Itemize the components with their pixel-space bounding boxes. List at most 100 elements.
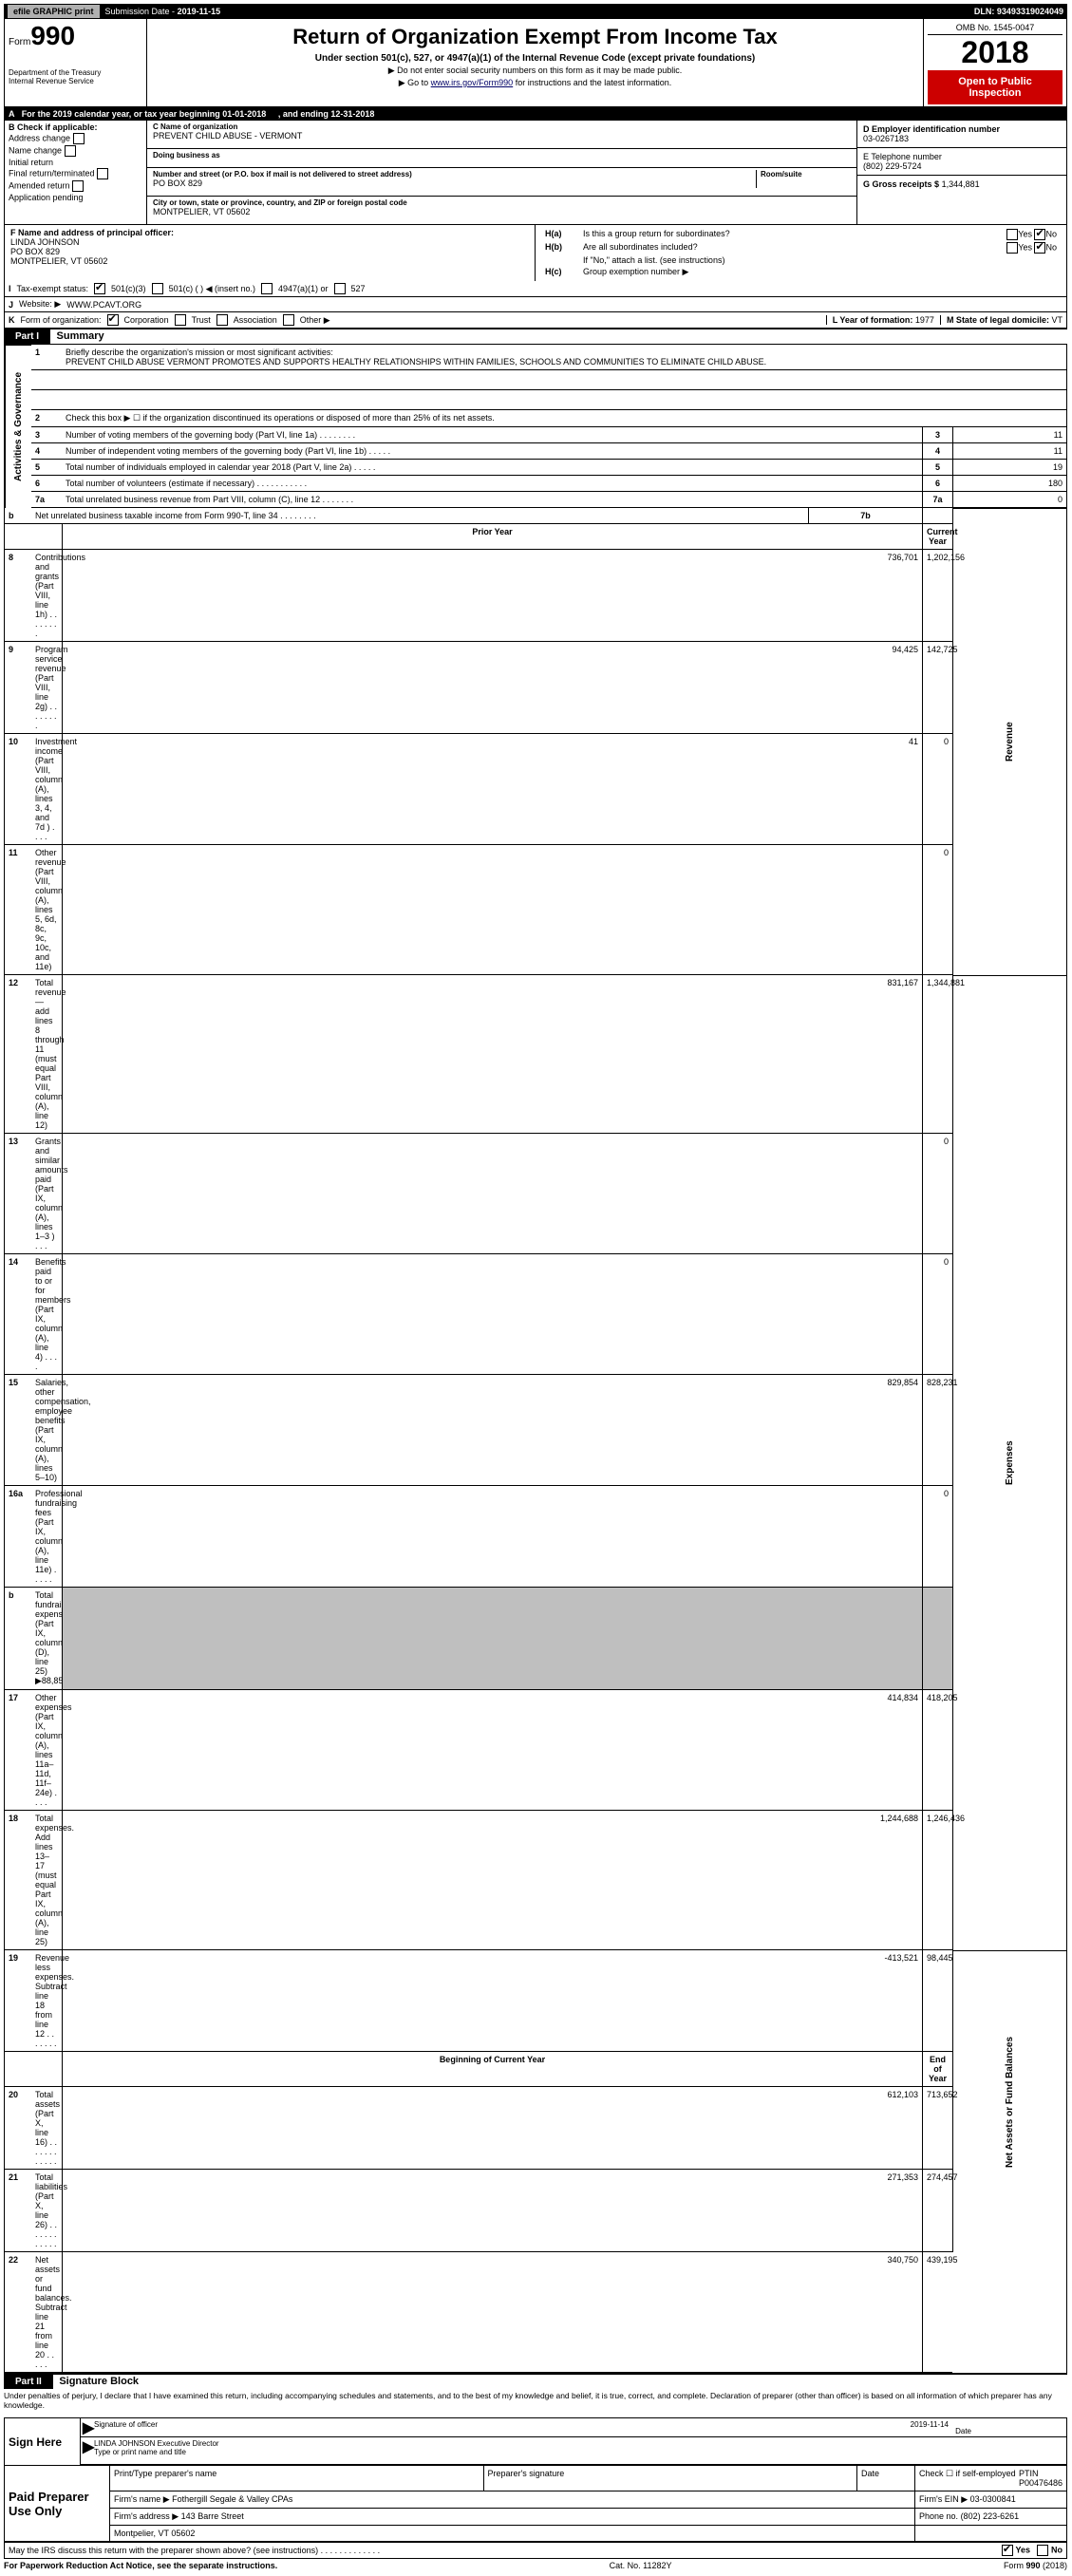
firm-label: Firm's name ▶ xyxy=(114,2494,170,2504)
room-label: Room/suite xyxy=(761,170,851,179)
note1: ▶ Do not enter social security numbers o… xyxy=(151,66,919,76)
note2: ▶ Go to www.irs.gov/Form990 for instruct… xyxy=(151,78,919,88)
officer: LINDA JOHNSON PO BOX 829 MONTPELIER, VT … xyxy=(10,237,529,266)
col-b: B Check if applicable: Address change Na… xyxy=(5,121,147,224)
l-block: L Year of formation: 1977 xyxy=(826,315,934,325)
b-opt-3: Final return/terminated xyxy=(9,168,142,179)
side-revenue: Revenue xyxy=(952,508,1066,975)
firm-addr2: Montpelier, VT 05602 xyxy=(114,2529,195,2538)
form-number: 990 xyxy=(30,21,75,50)
checkbox[interactable] xyxy=(97,168,108,179)
checkbox[interactable] xyxy=(73,133,85,144)
arrow-icon: ▶ xyxy=(83,2437,94,2456)
officer-name: LINDA JOHNSON Executive Director xyxy=(94,2439,1063,2448)
g-label: G Gross receipts $ xyxy=(863,179,939,189)
row-k: K Form of organization: Corporation Trus… xyxy=(5,312,1066,328)
perjury: Under penalties of perjury, I declare th… xyxy=(4,2389,1067,2412)
street: PO BOX 829 xyxy=(153,179,756,188)
dln: DLN: 93493319024049 xyxy=(974,7,1063,16)
sig-officer-label: Signature of officer xyxy=(94,2420,911,2429)
discuss-yes[interactable] xyxy=(1002,2545,1013,2556)
discuss-text: May the IRS discuss this return with the… xyxy=(9,2546,380,2555)
b-opt-1: Name change xyxy=(9,145,142,157)
firm-phone: (802) 223-6261 xyxy=(961,2511,1020,2521)
f-label: F Name and address of principal officer: xyxy=(10,228,529,237)
preparer-grid: Paid Preparer Use Only Print/Type prepar… xyxy=(4,2466,1067,2543)
row-j: J Website: ▶ WWW.PCAVT.ORG xyxy=(5,297,1066,312)
subdate-value: 2019-11-15 xyxy=(178,7,221,16)
row-a-mid: , and ending 12-31-2018 xyxy=(278,109,375,119)
irs: Internal Revenue Service xyxy=(9,77,142,85)
m-block: M State of legal domicile: VT xyxy=(940,315,1063,325)
footer: For Paperwork Reduction Act Notice, see … xyxy=(4,2559,1067,2572)
checkbox[interactable] xyxy=(72,180,84,192)
row-a-text: For the 2019 calendar year, or tax year … xyxy=(22,109,267,119)
checkbox[interactable] xyxy=(65,145,76,157)
hb-note: If "No," attach a list. (see instruction… xyxy=(583,255,943,265)
b-opt-5: Application pending xyxy=(9,193,142,202)
header-right: OMB No. 1545-0047 2018 Open to Public In… xyxy=(924,19,1066,106)
ein: 03-0267183 xyxy=(863,134,1061,143)
city: MONTPELIER, VT 05602 xyxy=(153,207,851,216)
cb-501c3[interactable] xyxy=(94,283,105,294)
part-i-title: Summary xyxy=(57,330,104,342)
hc-label: H(c) xyxy=(545,267,583,277)
irs-link[interactable]: www.irs.gov/Form990 xyxy=(431,78,514,87)
paid-preparer-label: Paid Preparer Use Only xyxy=(5,2466,109,2542)
top-bar: efile GRAPHIC print Submission Date - 20… xyxy=(4,4,1067,19)
officer-h-row: F Name and address of principal officer:… xyxy=(5,224,1066,281)
side-net-assets: Net Assets or Fund Balances xyxy=(952,1950,1066,2252)
discuss-no[interactable] xyxy=(1037,2545,1048,2556)
firm-addr-label: Firm's address ▶ xyxy=(114,2511,179,2521)
tax-year: 2018 xyxy=(928,35,1063,70)
footer-left: For Paperwork Reduction Act Notice, see … xyxy=(4,2561,277,2570)
hc-text: Group exemption number ▶ xyxy=(583,267,943,277)
c-label: C Name of organization xyxy=(153,122,851,131)
hb-yn: Yes No xyxy=(943,242,1057,254)
e-label: E Telephone number xyxy=(863,152,1061,161)
sig-date-label: Date xyxy=(955,2427,971,2435)
sig-date-v: 2019-11-14 xyxy=(911,2420,949,2429)
street-label: Number and street (or P.O. box if mail i… xyxy=(153,170,756,179)
dept: Department of the Treasury xyxy=(9,68,142,77)
g-amount: 1,344,881 xyxy=(942,179,980,189)
part-ii-title: Signature Block xyxy=(59,2376,139,2387)
part-i-header: Part I Summary xyxy=(4,329,1067,344)
efile-badge: efile GRAPHIC print xyxy=(8,5,100,18)
discuss-row: May the IRS discuss this return with the… xyxy=(4,2543,1067,2559)
side-activities-governance: Activities & Governance xyxy=(5,345,31,508)
ha-yn: Yes No xyxy=(943,229,1057,240)
name-label: Type or print name and title xyxy=(94,2448,1063,2456)
d-label: D Employer identification number xyxy=(863,124,1061,134)
dba-label: Doing business as xyxy=(153,151,851,160)
omb: OMB No. 1545-0047 xyxy=(928,21,1063,35)
firm-name: Fothergill Segale & Valley CPAs xyxy=(172,2494,292,2504)
part-ii-header: Part II Signature Block xyxy=(4,2374,1067,2389)
open-public[interactable]: Open to Public Inspection xyxy=(928,70,1063,104)
footer-right: Form 990 (2018) xyxy=(1004,2561,1067,2570)
footer-mid: Cat. No. 11282Y xyxy=(610,2561,672,2570)
subdate-label: Submission Date - xyxy=(105,7,176,16)
website: WWW.PCAVT.ORG xyxy=(66,300,141,310)
city-label: City or town, state or province, country… xyxy=(153,198,851,207)
form-title: Return of Organization Exempt From Incom… xyxy=(151,25,919,49)
firm-ein: 03-0300841 xyxy=(970,2494,1016,2504)
part-ii-bar: Part II xyxy=(4,2375,53,2389)
prep-h3: Date xyxy=(857,2466,914,2491)
hb-text: Are all subordinates included? xyxy=(583,242,943,254)
form-id-block: Form990 Department of the Treasury Inter… xyxy=(5,19,147,106)
col-d: D Employer identification number 03-0267… xyxy=(857,121,1066,224)
section-b: B Check if applicable: Address change Na… xyxy=(5,121,1066,224)
firm-ein-label: Firm's EIN ▶ xyxy=(919,2494,968,2504)
b-opt-4: Amended return xyxy=(9,180,142,192)
col-c: C Name of organization PREVENT CHILD ABU… xyxy=(147,121,857,224)
side-expenses: Expenses xyxy=(952,975,1066,1950)
form-subtitle: Under section 501(c), 527, or 4947(a)(1)… xyxy=(151,53,919,64)
org-name: PREVENT CHILD ABUSE - VERMONT xyxy=(153,131,851,141)
header-title-block: Return of Organization Exempt From Incom… xyxy=(147,19,924,106)
ptin: P00476486 xyxy=(1019,2478,1063,2488)
prep-h2: Preparer's signature xyxy=(484,2466,858,2491)
firm-phone-label: Phone no. xyxy=(919,2511,958,2521)
summary-grid: Activities & Governance1Briefly describe… xyxy=(4,344,1067,2374)
row-a: A For the 2019 calendar year, or tax yea… xyxy=(4,107,1067,329)
